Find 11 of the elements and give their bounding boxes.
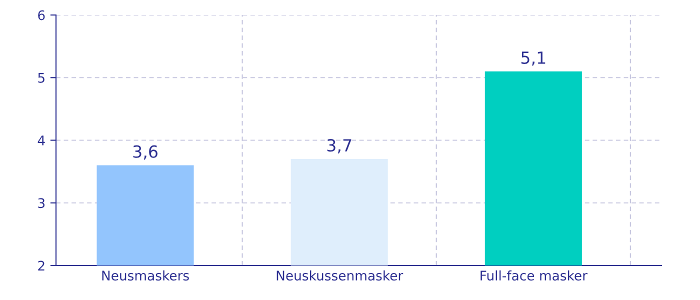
x-tick-label: Neuskussenmasker: [276, 270, 404, 281]
y-tick-label: 5: [38, 73, 44, 83]
x-tick-label: Full-face masker: [480, 270, 588, 281]
y-tick-label: 2: [38, 260, 44, 271]
data-label: 3,6: [133, 145, 158, 160]
data-label: 5,1: [521, 52, 546, 66]
y-tick-label: 6: [38, 10, 45, 20]
y-tick-label: 4: [38, 136, 45, 146]
data-label: 3,7: [327, 139, 352, 154]
y-tick-label: 3: [38, 198, 45, 208]
x-tick-label: Neusmaskers: [102, 270, 189, 281]
